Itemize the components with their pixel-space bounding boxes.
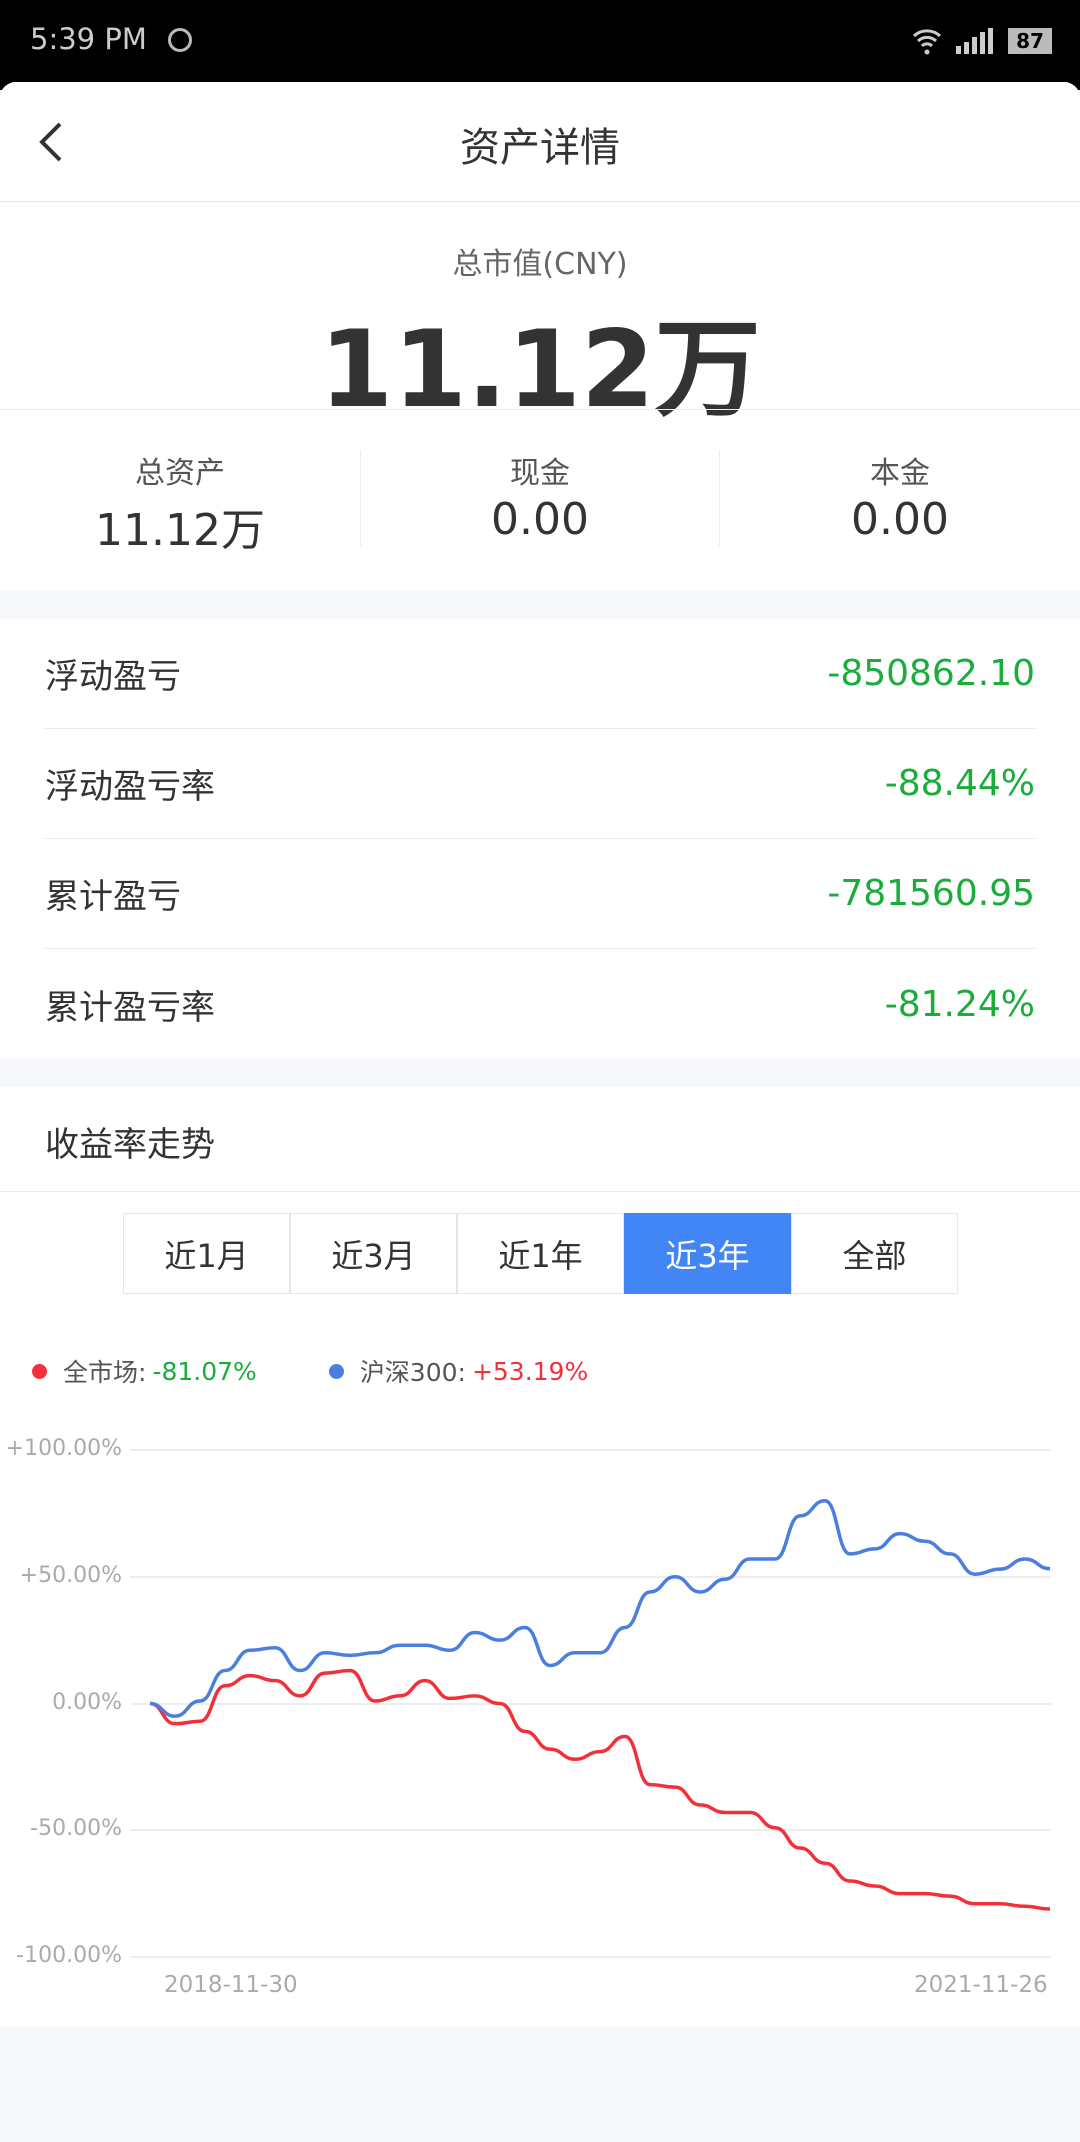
battery-icon: 87 xyxy=(1008,28,1052,54)
stat-label: 现金 xyxy=(510,456,570,491)
pnl-label: 累计盈亏 xyxy=(45,877,181,917)
divider xyxy=(0,409,1080,410)
total-market-value-label: 总市值(CNY) xyxy=(452,247,628,282)
pnl-value: -88.44% xyxy=(884,763,1035,804)
header: 资产详情 xyxy=(0,82,1080,202)
carrier-logo-icon xyxy=(168,28,192,52)
legend-dot-market xyxy=(32,1363,47,1379)
tab-3-months[interactable]: 近3月 xyxy=(290,1213,457,1294)
legend-dot-hs300 xyxy=(328,1363,344,1379)
pnl-value: -81.24% xyxy=(884,983,1035,1025)
stats-row: 总资产 11.12万 现金 0.00 本金 0.00 xyxy=(0,410,1080,591)
stat-label: 本金 xyxy=(870,456,930,491)
stat-value: 0.00 xyxy=(491,494,589,545)
wifi-icon xyxy=(912,29,942,55)
trend-card: 收益率走势 近1月 近3月 近1年 近3年 全部 全市场: -81.07% 沪深… xyxy=(0,1087,1080,2027)
tab-3-years[interactable]: 近3年 xyxy=(624,1213,791,1294)
pnl-label: 浮动盈亏 xyxy=(45,657,181,697)
pnl-value: -781560.95 xyxy=(827,873,1035,914)
stat-cash: 现金 0.00 xyxy=(360,450,720,546)
legend-label-hs300: 沪深300: xyxy=(359,1358,466,1387)
summary-card: 总市值(CNY) 11.12万 总资产 11.12万 现金 0.00 本金 0.00 xyxy=(0,203,1080,591)
app-screen: 资产详情 总市值(CNY) 11.12万 总资产 11.12万 现金 0.00 本金… xyxy=(0,82,1080,2142)
status-time: 5:39 PM xyxy=(30,22,147,56)
pnl-list: 浮动盈亏 -850862.10 浮动盈亏率 -88.44% 累计盈亏 -781560.… xyxy=(0,619,1080,1059)
stat-label: 总资产 xyxy=(135,456,225,491)
period-tabs: 近1月 近3月 近1年 近3年 全部 xyxy=(123,1213,964,1294)
page-title: 资产详情 xyxy=(460,125,620,171)
pnl-row-cumulative-rate: 累计盈亏率 -81.24% xyxy=(45,949,1035,1059)
pnl-value: -850862.10 xyxy=(827,653,1035,694)
stat-value: 0.00 xyxy=(851,494,949,545)
tab-1-month[interactable]: 近1月 xyxy=(123,1213,290,1294)
trend-title: 收益率走势 xyxy=(45,1125,215,1165)
stat-total-assets: 总资产 11.12万 xyxy=(0,410,360,558)
stat-principal: 本金 0.00 xyxy=(720,410,1080,545)
chart-legend: 全市场: -81.07% 沪深300: +53.19% xyxy=(32,1353,588,1389)
signal-icon xyxy=(956,28,993,54)
tab-all[interactable]: 全部 xyxy=(791,1213,958,1294)
trend-header: 收益率走势 xyxy=(0,1087,1080,1192)
chevron-left-icon[interactable] xyxy=(36,120,66,164)
pnl-label: 浮动盈亏率 xyxy=(45,767,215,807)
legend-value-hs300: +53.19% xyxy=(471,1356,589,1386)
status-bar: 5:39 PM 87 xyxy=(0,0,1080,90)
pnl-label: 累计盈亏率 xyxy=(45,987,215,1028)
legend-value-market: -81.07% xyxy=(152,1356,257,1386)
pnl-row-floating-rate: 浮动盈亏率 -88.44% xyxy=(45,729,1035,839)
pnl-row-floating: 浮动盈亏 -850862.10 xyxy=(45,619,1035,729)
tab-1-year[interactable]: 近1年 xyxy=(457,1213,624,1294)
legend-label-market: 全市场: xyxy=(63,1358,147,1387)
stat-value: 11.12万 xyxy=(95,505,265,556)
total-market-value: 11.12万 xyxy=(319,308,761,431)
pnl-row-cumulative: 累计盈亏 -781560.95 xyxy=(45,839,1035,949)
